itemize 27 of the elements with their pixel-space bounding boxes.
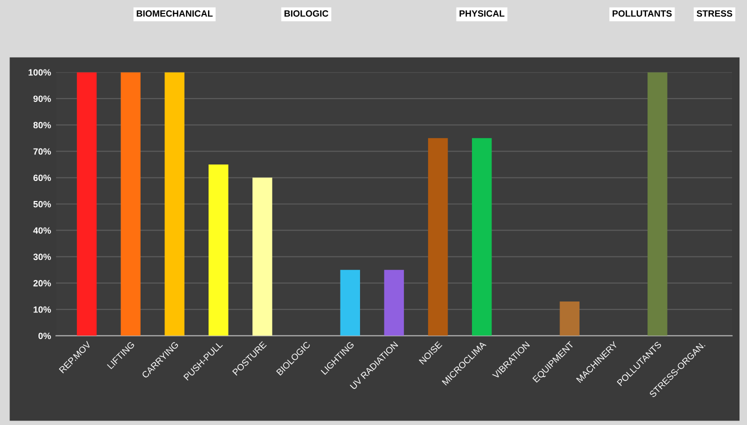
bar — [252, 178, 272, 336]
bar — [76, 72, 97, 336]
bar — [120, 72, 141, 336]
text: BIOMECHANICAL — [136, 10, 213, 17]
y-tick-label: 50% — [33, 200, 51, 208]
bar — [340, 270, 360, 336]
bar — [208, 164, 228, 336]
y-tick-label: 20% — [33, 280, 51, 286]
text: PHYSICAL — [460, 10, 504, 17]
text: BIOLOGIC — [284, 10, 328, 17]
y-tick-label: 70% — [33, 148, 51, 155]
y-tick-label: 10% — [34, 306, 51, 313]
y-tick-label: 100% — [28, 69, 51, 76]
text: STRESS — [696, 10, 732, 17]
bar — [472, 138, 492, 336]
bar — [164, 72, 184, 336]
y-tick-label: 90% — [33, 96, 51, 102]
y-tick-label: 40% — [33, 227, 51, 234]
y-tick-label: 60% — [33, 174, 51, 182]
text: POLLUTANTS — [612, 10, 672, 17]
bar — [384, 270, 404, 336]
bar — [428, 138, 448, 336]
bar — [648, 72, 668, 336]
y-tick-label: 30% — [33, 254, 51, 260]
y-tick-label: 0% — [38, 332, 51, 340]
bar — [560, 301, 580, 336]
y-tick-label: 80% — [33, 122, 51, 128]
